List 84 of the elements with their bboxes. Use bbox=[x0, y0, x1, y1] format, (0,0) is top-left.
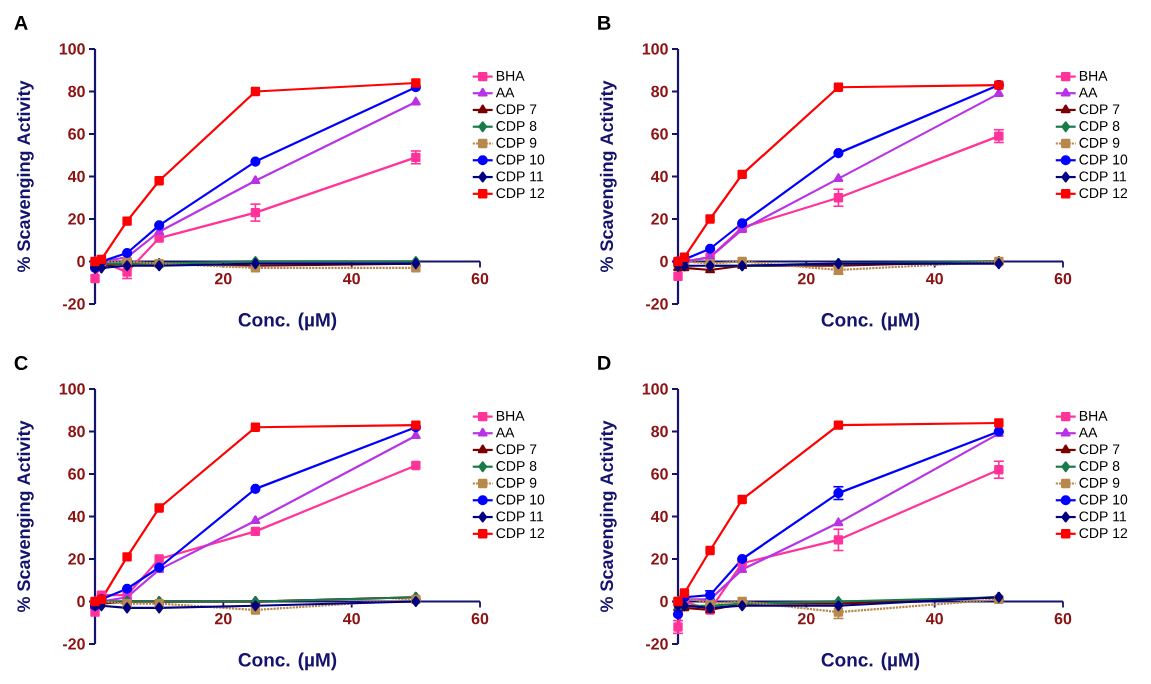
legend-label: CDP 10 bbox=[1079, 494, 1128, 505]
y-axis-title: % Scavenging Activity bbox=[599, 80, 617, 273]
y-tick-label: 60 bbox=[68, 128, 85, 140]
y-tick-label: 80 bbox=[68, 85, 85, 98]
legend-label: AA bbox=[1078, 87, 1098, 98]
chart-title: B bbox=[598, 15, 611, 30]
legend-label: CDP 9 bbox=[496, 137, 537, 148]
y-tick-label: 100 bbox=[59, 43, 85, 55]
legend-label: AA bbox=[1078, 427, 1098, 438]
x-tick-label: 20 bbox=[797, 613, 815, 625]
y-tick-label: -20 bbox=[62, 638, 85, 650]
x-axis-title: Conc. (µM) bbox=[238, 312, 337, 331]
legend-label: AA bbox=[495, 87, 515, 98]
y-tick-label: 0 bbox=[77, 255, 85, 268]
x-axis-title: Conc. (µM) bbox=[821, 312, 920, 331]
y-tick-label: 60 bbox=[651, 128, 668, 140]
y-tick-label: 60 bbox=[68, 468, 85, 480]
y-tick-label: 100 bbox=[642, 383, 668, 395]
legend-label: CDP 7 bbox=[496, 104, 537, 115]
legend-label: CDP 10 bbox=[496, 494, 545, 505]
y-tick-label: 40 bbox=[67, 170, 85, 183]
y-tick-label: 80 bbox=[68, 425, 85, 438]
y-tick-label: 0 bbox=[660, 255, 668, 268]
y-tick-label: 20 bbox=[68, 213, 85, 225]
y-tick-label: 40 bbox=[650, 510, 668, 523]
legend-label: CDP 11 bbox=[496, 511, 544, 522]
legend-label: CDP 12 bbox=[1079, 188, 1128, 199]
legend-label: CDP 8 bbox=[496, 121, 537, 131]
x-tick-label: 40 bbox=[926, 273, 943, 285]
x-axis-title: Conc. (µM) bbox=[821, 652, 920, 671]
x-tick-label: 20 bbox=[797, 273, 815, 285]
legend-label: CDP 11 bbox=[1079, 511, 1127, 522]
x-tick-label: 60 bbox=[471, 273, 489, 285]
y-tick-label: 0 bbox=[660, 595, 668, 608]
legend-label: CDP 10 bbox=[1079, 154, 1128, 165]
y-tick-label: 40 bbox=[650, 170, 668, 183]
legend-label: CDP 7 bbox=[496, 444, 537, 455]
x-tick-label: 20 bbox=[214, 273, 232, 285]
legend-label: CDP 11 bbox=[1079, 171, 1127, 182]
legend-label: CDP 11 bbox=[496, 171, 544, 182]
legend-label: CDP 12 bbox=[1079, 528, 1128, 539]
y-tick-label: 100 bbox=[59, 383, 85, 395]
legend-label: CDP 12 bbox=[496, 528, 545, 539]
x-tick-label: 40 bbox=[926, 613, 943, 625]
x-tick-label: 60 bbox=[1054, 613, 1072, 625]
legend-label: CDP 7 bbox=[1079, 104, 1120, 115]
legend-label: CDP 7 bbox=[1079, 444, 1120, 455]
y-tick-label: -20 bbox=[62, 298, 85, 310]
chart-title: A bbox=[14, 15, 28, 30]
y-tick-label: -20 bbox=[645, 638, 668, 650]
x-tick-label: 40 bbox=[343, 273, 360, 285]
y-tick-label: 80 bbox=[651, 425, 668, 438]
x-tick-label: 40 bbox=[343, 613, 360, 625]
legend-label: AA bbox=[495, 427, 515, 438]
y-axis-title: % Scavenging Activity bbox=[16, 420, 34, 613]
legend-label: CDP 9 bbox=[1079, 137, 1120, 148]
y-axis-title: % Scavenging Activity bbox=[16, 80, 34, 273]
y-tick-label: 80 bbox=[651, 85, 668, 98]
x-tick-label: 60 bbox=[1054, 273, 1072, 285]
y-tick-label: 60 bbox=[651, 468, 668, 480]
legend-label: CDP 8 bbox=[1079, 461, 1120, 471]
chart-title: D bbox=[598, 355, 611, 370]
legend-label: BHA bbox=[1079, 71, 1108, 81]
y-tick-label: -20 bbox=[645, 298, 668, 310]
x-tick-label: 20 bbox=[214, 613, 232, 625]
legend-label: BHA bbox=[1079, 411, 1108, 421]
x-tick-label: 60 bbox=[471, 613, 489, 625]
chart-title: C bbox=[14, 355, 28, 371]
legend-label: BHA bbox=[496, 71, 525, 81]
legend-label: CDP 8 bbox=[1079, 121, 1120, 131]
legend-label: CDP 9 bbox=[1079, 477, 1120, 488]
x-axis-title: Conc. (µM) bbox=[238, 652, 337, 671]
legend-label: CDP 12 bbox=[496, 188, 545, 199]
legend-label: CDP 8 bbox=[496, 461, 537, 471]
y-tick-label: 40 bbox=[67, 510, 85, 523]
y-axis-title: % Scavenging Activity bbox=[599, 420, 617, 613]
y-tick-label: 20 bbox=[651, 213, 668, 225]
y-tick-label: 20 bbox=[68, 553, 85, 565]
y-tick-label: 100 bbox=[642, 43, 668, 55]
y-tick-label: 20 bbox=[651, 553, 668, 565]
y-tick-label: 0 bbox=[77, 595, 85, 608]
legend-label: CDP 9 bbox=[496, 477, 537, 488]
legend-label: BHA bbox=[496, 411, 525, 421]
legend-label: CDP 10 bbox=[496, 154, 545, 165]
